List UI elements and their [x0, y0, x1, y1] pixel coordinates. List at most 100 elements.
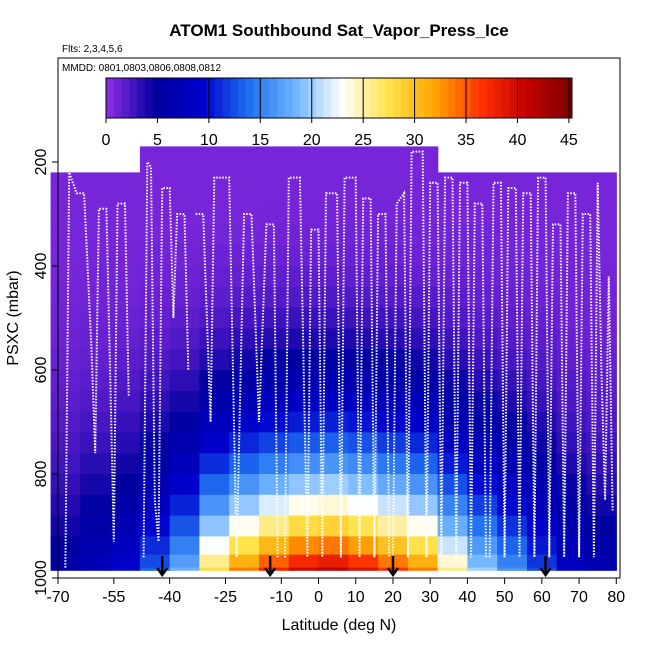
heatmap-cell [288, 286, 320, 309]
heatmap-cell [139, 182, 171, 205]
colorbar: 0 5 10 15 20 25 30 35 40 45 [102, 77, 578, 149]
heatmap-cell [80, 172, 111, 184]
colorbar-swatch [137, 78, 146, 118]
heatmap-cell [318, 286, 349, 309]
heatmap-cell [110, 567, 141, 571]
colorbar-swatch [370, 78, 379, 118]
colorbar-tick-label: 10 [200, 132, 218, 149]
heatmap-cell [50, 266, 81, 288]
heatmap-cell [259, 370, 290, 392]
heatmap-cell [497, 390, 528, 413]
heatmap-cell [437, 349, 468, 371]
heatmap-cell [527, 494, 558, 517]
dates-note: MMDD: 0801,0803,0806,0808,0812 [62, 63, 221, 74]
colorbar-swatch [121, 78, 130, 118]
marker-arrow-head [539, 567, 552, 578]
heatmap-cell [169, 307, 201, 329]
x-tick-label: 40 [459, 589, 477, 606]
heatmap-cell [318, 390, 349, 413]
heatmap-cell [288, 453, 320, 475]
heatmap-cell [318, 328, 349, 350]
heatmap-cell [467, 182, 498, 205]
heatmap-cell [50, 328, 81, 350]
heatmap-cell [288, 370, 320, 392]
heatmap-cell [229, 474, 260, 496]
heatmap-cell [586, 182, 617, 205]
heatmap-cell [169, 474, 201, 496]
heatmap-cell [497, 266, 528, 288]
heatmap-cell [229, 146, 260, 184]
heatmap-cell [199, 286, 230, 309]
heatmap-cell [288, 307, 320, 329]
heatmap-cell [437, 453, 468, 475]
heatmap-cell [497, 224, 528, 246]
plot-frame [57, 57, 621, 579]
heatmap-cell [110, 390, 141, 413]
heatmap-cell [586, 554, 617, 569]
heatmap-cell [169, 411, 201, 433]
x-tick-label: -40 [158, 589, 181, 606]
heatmap-cell [139, 245, 171, 267]
heatmap-cell [437, 567, 468, 571]
heatmap-cell [497, 453, 528, 475]
heatmap-cell [80, 474, 111, 496]
heatmap-cell [110, 307, 141, 329]
heatmap-cell [437, 536, 468, 556]
heatmap-cell [497, 182, 528, 205]
colorbar-swatch [129, 78, 138, 118]
heatmap-cell [527, 182, 558, 205]
y-axis: 200 400 600 800 1000 [33, 149, 58, 596]
heatmap-cell [497, 307, 528, 329]
colorbar-swatch [269, 78, 278, 118]
colorbar-swatch [455, 78, 464, 118]
heatmap-cell [288, 266, 320, 288]
heatmap-cell [229, 411, 260, 433]
heatmap-cell [259, 328, 290, 350]
heatmap-cell [348, 286, 379, 309]
heatmap-cell [527, 554, 558, 569]
heatmap-cell [50, 349, 81, 371]
heatmap-cell [259, 432, 290, 454]
heatmap-cell [348, 146, 379, 184]
heatmap-cell [586, 411, 617, 433]
heatmap-cell [139, 494, 171, 517]
heatmap-cell [348, 554, 379, 569]
colorbar-swatch [424, 78, 433, 118]
heatmap-cell [80, 328, 111, 350]
heatmap-cell [139, 307, 171, 329]
heatmap-cell [527, 411, 558, 433]
heatmap-cell [437, 432, 468, 454]
heatmap-cell [497, 567, 528, 571]
heatmap-cell [229, 328, 260, 350]
heatmap-cell [80, 349, 111, 371]
heatmap-cell [169, 370, 201, 392]
colorbar-tick-label: 0 [102, 132, 111, 149]
heatmap-cell [169, 182, 201, 205]
heatmap-cell [348, 536, 379, 556]
heatmap-cell [378, 370, 409, 392]
heatmap-cell [169, 536, 201, 556]
heatmap-cell [348, 349, 379, 371]
colorbar-swatch [315, 78, 324, 118]
flight-track-profile-4 [284, 176, 391, 558]
heatmap-cell [556, 474, 588, 496]
x-axis: -70 -55 -40 -25 -10 0 10 20 30 40 50 60 70 80 [46, 578, 625, 606]
heatmap-cell [110, 370, 141, 392]
colorbar-swatch [432, 78, 441, 118]
heatmap-cell [80, 307, 111, 329]
heatmap-cell [288, 411, 320, 433]
colorbar-swatch [393, 78, 402, 118]
heatmap-cell [169, 567, 201, 571]
x-tick-label: 60 [533, 589, 551, 606]
heatmap-cell [497, 172, 528, 184]
heatmap-cell [407, 494, 439, 517]
colorbar-swatch [362, 78, 371, 118]
heatmap-cell [139, 224, 171, 246]
heatmap-cell [586, 432, 617, 454]
heatmap-cell [169, 349, 201, 371]
colorbar-swatch [564, 78, 573, 118]
heatmap-cell [437, 494, 468, 517]
heatmap-cell [437, 474, 468, 496]
heatmap-cell [169, 266, 201, 288]
heatmap-cell [556, 411, 588, 433]
